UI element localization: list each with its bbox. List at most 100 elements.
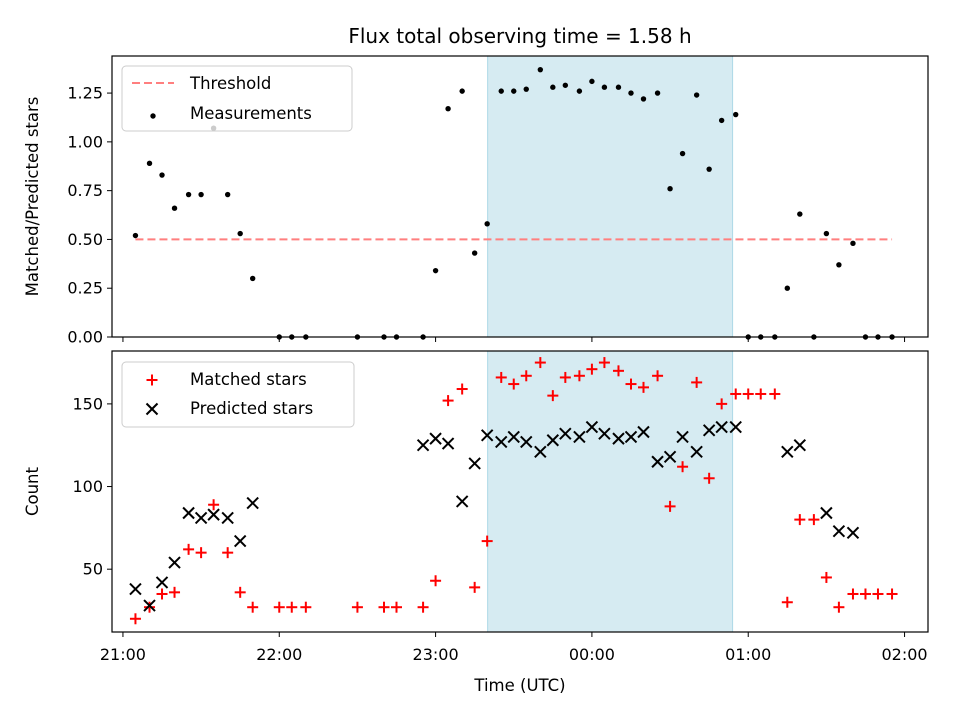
x-tick-label: 22:00 [256, 645, 302, 664]
predicted-stars-point [559, 427, 572, 440]
matched-stars-point [144, 601, 156, 613]
predicted-stars-point-b [495, 435, 508, 449]
measurement-point [733, 111, 739, 118]
y-tick-label: 150 [72, 394, 103, 413]
predicted-stars-point-b [233, 534, 247, 548]
bottom-x-axis: 21:00 22:00 23:00 00:00 01:00 02:00 [100, 632, 928, 664]
matched-stars-point [129, 613, 141, 625]
measurement-point [784, 285, 791, 291]
matched-stars-point [794, 514, 806, 526]
y-tick-label: 1.00 [67, 132, 103, 151]
measurement-point [850, 240, 856, 247]
measurement-point [171, 205, 178, 211]
predicted-stars-point-b [480, 429, 494, 442]
predicted-stars-point [507, 430, 520, 444]
x-tick-label: 02:00 [881, 645, 927, 664]
matched-stars-point [495, 371, 507, 383]
y-tick-label: 0.50 [67, 230, 103, 249]
measurement-point [511, 88, 517, 94]
predicted-stars-point-b [246, 496, 259, 510]
matched-stars-point [598, 357, 610, 369]
predicted-stars-point-b [129, 582, 142, 596]
predicted-stars-point [729, 420, 742, 434]
legend-measurements-swatch [150, 113, 156, 119]
top-y-axis-label: Matched/Predicted stars [23, 97, 42, 297]
predicted-stars-point-b [534, 445, 547, 459]
matched-stars-point [730, 388, 742, 400]
predicted-stars-point-b [207, 508, 220, 521]
matched-stars-point [247, 601, 259, 613]
matched-stars-point [859, 588, 871, 600]
measurement-point [576, 88, 583, 94]
predicted-stars-point-b [585, 420, 599, 434]
bottom-y-axis: 50 100 150 [72, 394, 112, 579]
y-tick-label: 1.25 [67, 84, 103, 103]
predicted-stars-point-b [846, 526, 860, 540]
predicted-stars-point [455, 495, 469, 508]
measurement-point [237, 230, 243, 237]
predicted-stars-point [233, 534, 247, 548]
predicted-stars-point-b [781, 445, 794, 459]
measurement-point [484, 221, 490, 227]
measurement-point [550, 84, 556, 90]
predicted-stars-point-b [182, 506, 195, 520]
matched-stars-point [469, 581, 481, 593]
matched-stars-point [273, 601, 285, 613]
measurement-point [667, 185, 673, 192]
predicted-stars-point [182, 506, 195, 520]
legend-matched-swatch [146, 374, 158, 386]
measurement-point [432, 267, 439, 274]
predicted-stars-point [168, 556, 181, 569]
predicted-stars-point [690, 445, 703, 459]
measurement-point [498, 88, 504, 94]
legend-matched-label: Matched stars [190, 370, 307, 389]
matched-stars-point [169, 586, 181, 598]
measurement-point [224, 191, 231, 198]
predicted-stars-point-b [559, 427, 572, 440]
matched-stars-point [391, 601, 403, 613]
matched-stars-point [677, 461, 689, 473]
top-y-axis: 0.00 0.25 0.50 0.75 1.00 1.25 [67, 84, 112, 347]
predicted-stars-point [129, 582, 142, 596]
measurement-point [459, 88, 465, 94]
predicted-stars-point [429, 432, 442, 445]
predicted-stars-point [534, 445, 547, 459]
matched-stars-point [534, 357, 546, 369]
predicted-stars-point-b [676, 430, 689, 444]
predicted-stars-point [221, 511, 234, 525]
predicted-stars-point-b [612, 432, 625, 445]
predicted-stars-point [702, 424, 716, 437]
bottom-data-marks [129, 357, 898, 625]
y-tick-label: 0.75 [67, 181, 103, 200]
predicted-stars-point [194, 511, 208, 525]
predicted-stars-point [585, 420, 599, 434]
measurement-point [523, 86, 529, 92]
predicted-stars-point [793, 439, 807, 452]
predicted-stars-point [598, 427, 611, 440]
matched-stars-point [820, 571, 832, 583]
matched-stars-point [183, 543, 195, 555]
predicted-stars-point-b [194, 511, 208, 525]
predicted-stars-point [480, 429, 494, 442]
predicted-stars-point-b [573, 430, 586, 444]
measurement-point [589, 78, 595, 85]
x-tick-label: 01:00 [725, 645, 771, 664]
measurement-point [249, 275, 256, 282]
matched-stars-point [208, 499, 220, 511]
predicted-stars-point-b [520, 435, 533, 449]
y-tick-label: 50 [83, 560, 103, 579]
measurement-point [132, 232, 139, 239]
legend-predicted-marker-b [145, 402, 159, 416]
matched-stars-point [195, 547, 207, 559]
x-tick-label: 23:00 [413, 645, 459, 664]
matched-stars-point [637, 381, 649, 393]
matched-stars-point [300, 601, 312, 613]
predicted-stars-point [246, 496, 259, 510]
matched-stars-point [886, 588, 898, 600]
matched-stars-point [378, 601, 390, 613]
measurement-point [601, 84, 608, 90]
predicted-stars-point-b [820, 506, 833, 520]
matched-stars-point [664, 500, 676, 512]
matched-stars-point [808, 514, 820, 526]
